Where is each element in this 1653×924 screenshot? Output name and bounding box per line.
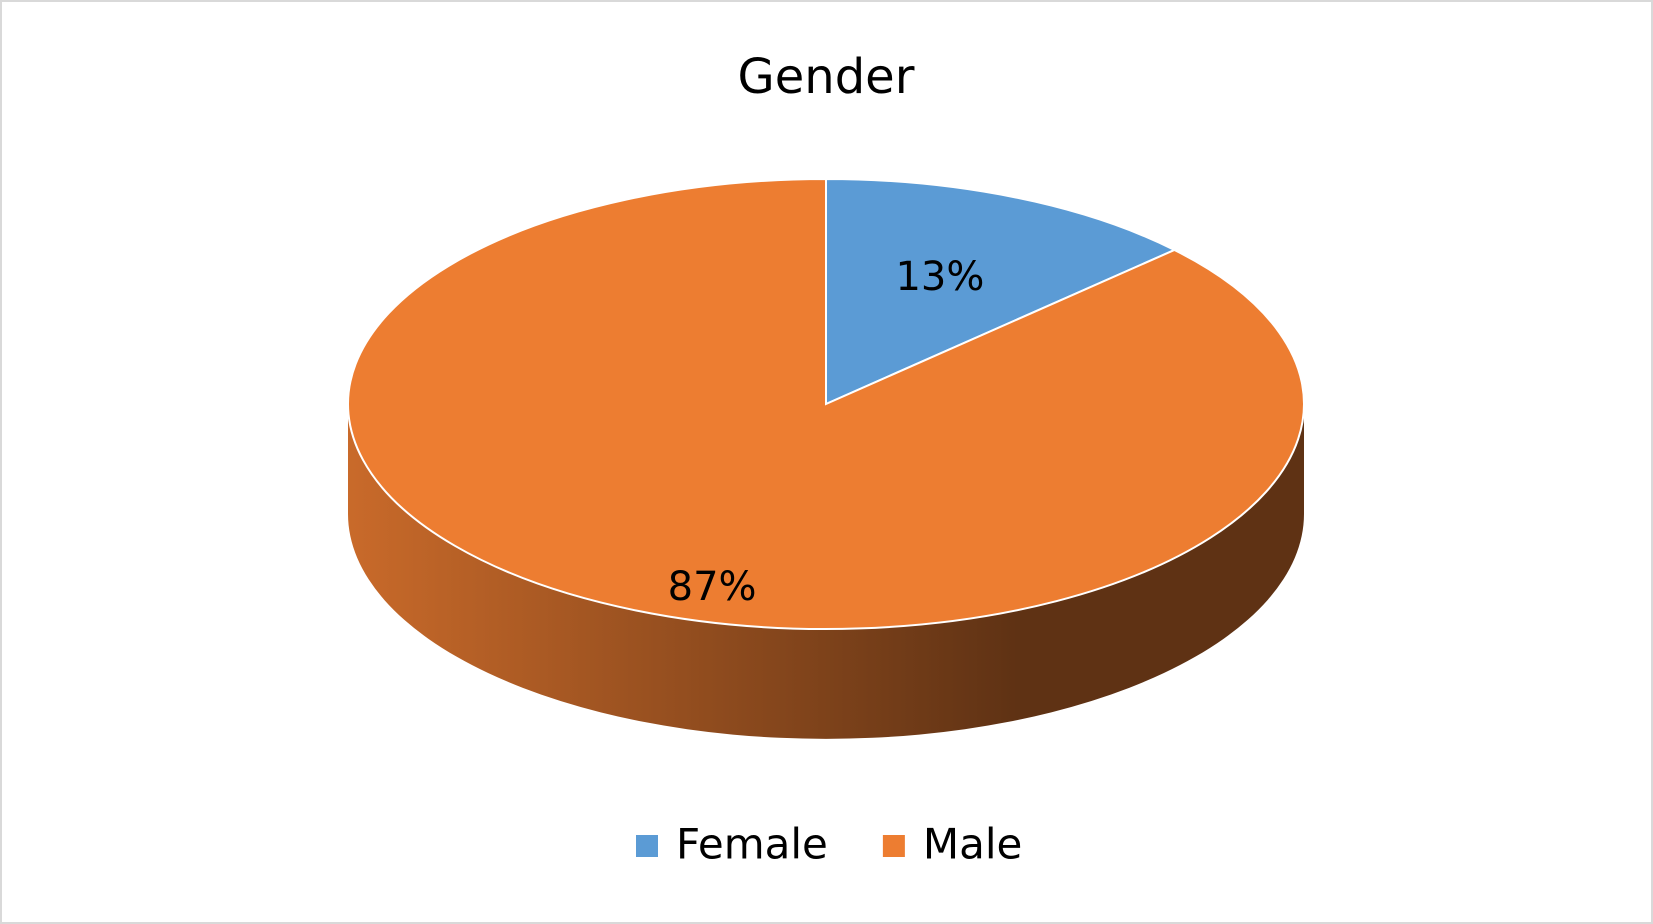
legend-label: Female — [676, 820, 828, 869]
pie-tops — [347, 177, 1305, 630]
legend: Female Male — [636, 820, 1022, 869]
pie-sides — [348, 404, 1304, 739]
value-label: 13% — [895, 254, 984, 300]
pie-slice — [825, 177, 1177, 406]
chart-title: Gender — [738, 49, 915, 105]
legend-marker — [636, 835, 658, 857]
pie-slice-side — [348, 404, 1304, 739]
value-label: 87% — [668, 564, 757, 610]
pie-slice — [347, 177, 1305, 630]
value-labels: 13% 87% — [668, 254, 985, 610]
legend-marker — [882, 835, 905, 857]
legend-label: Male — [923, 820, 1022, 869]
